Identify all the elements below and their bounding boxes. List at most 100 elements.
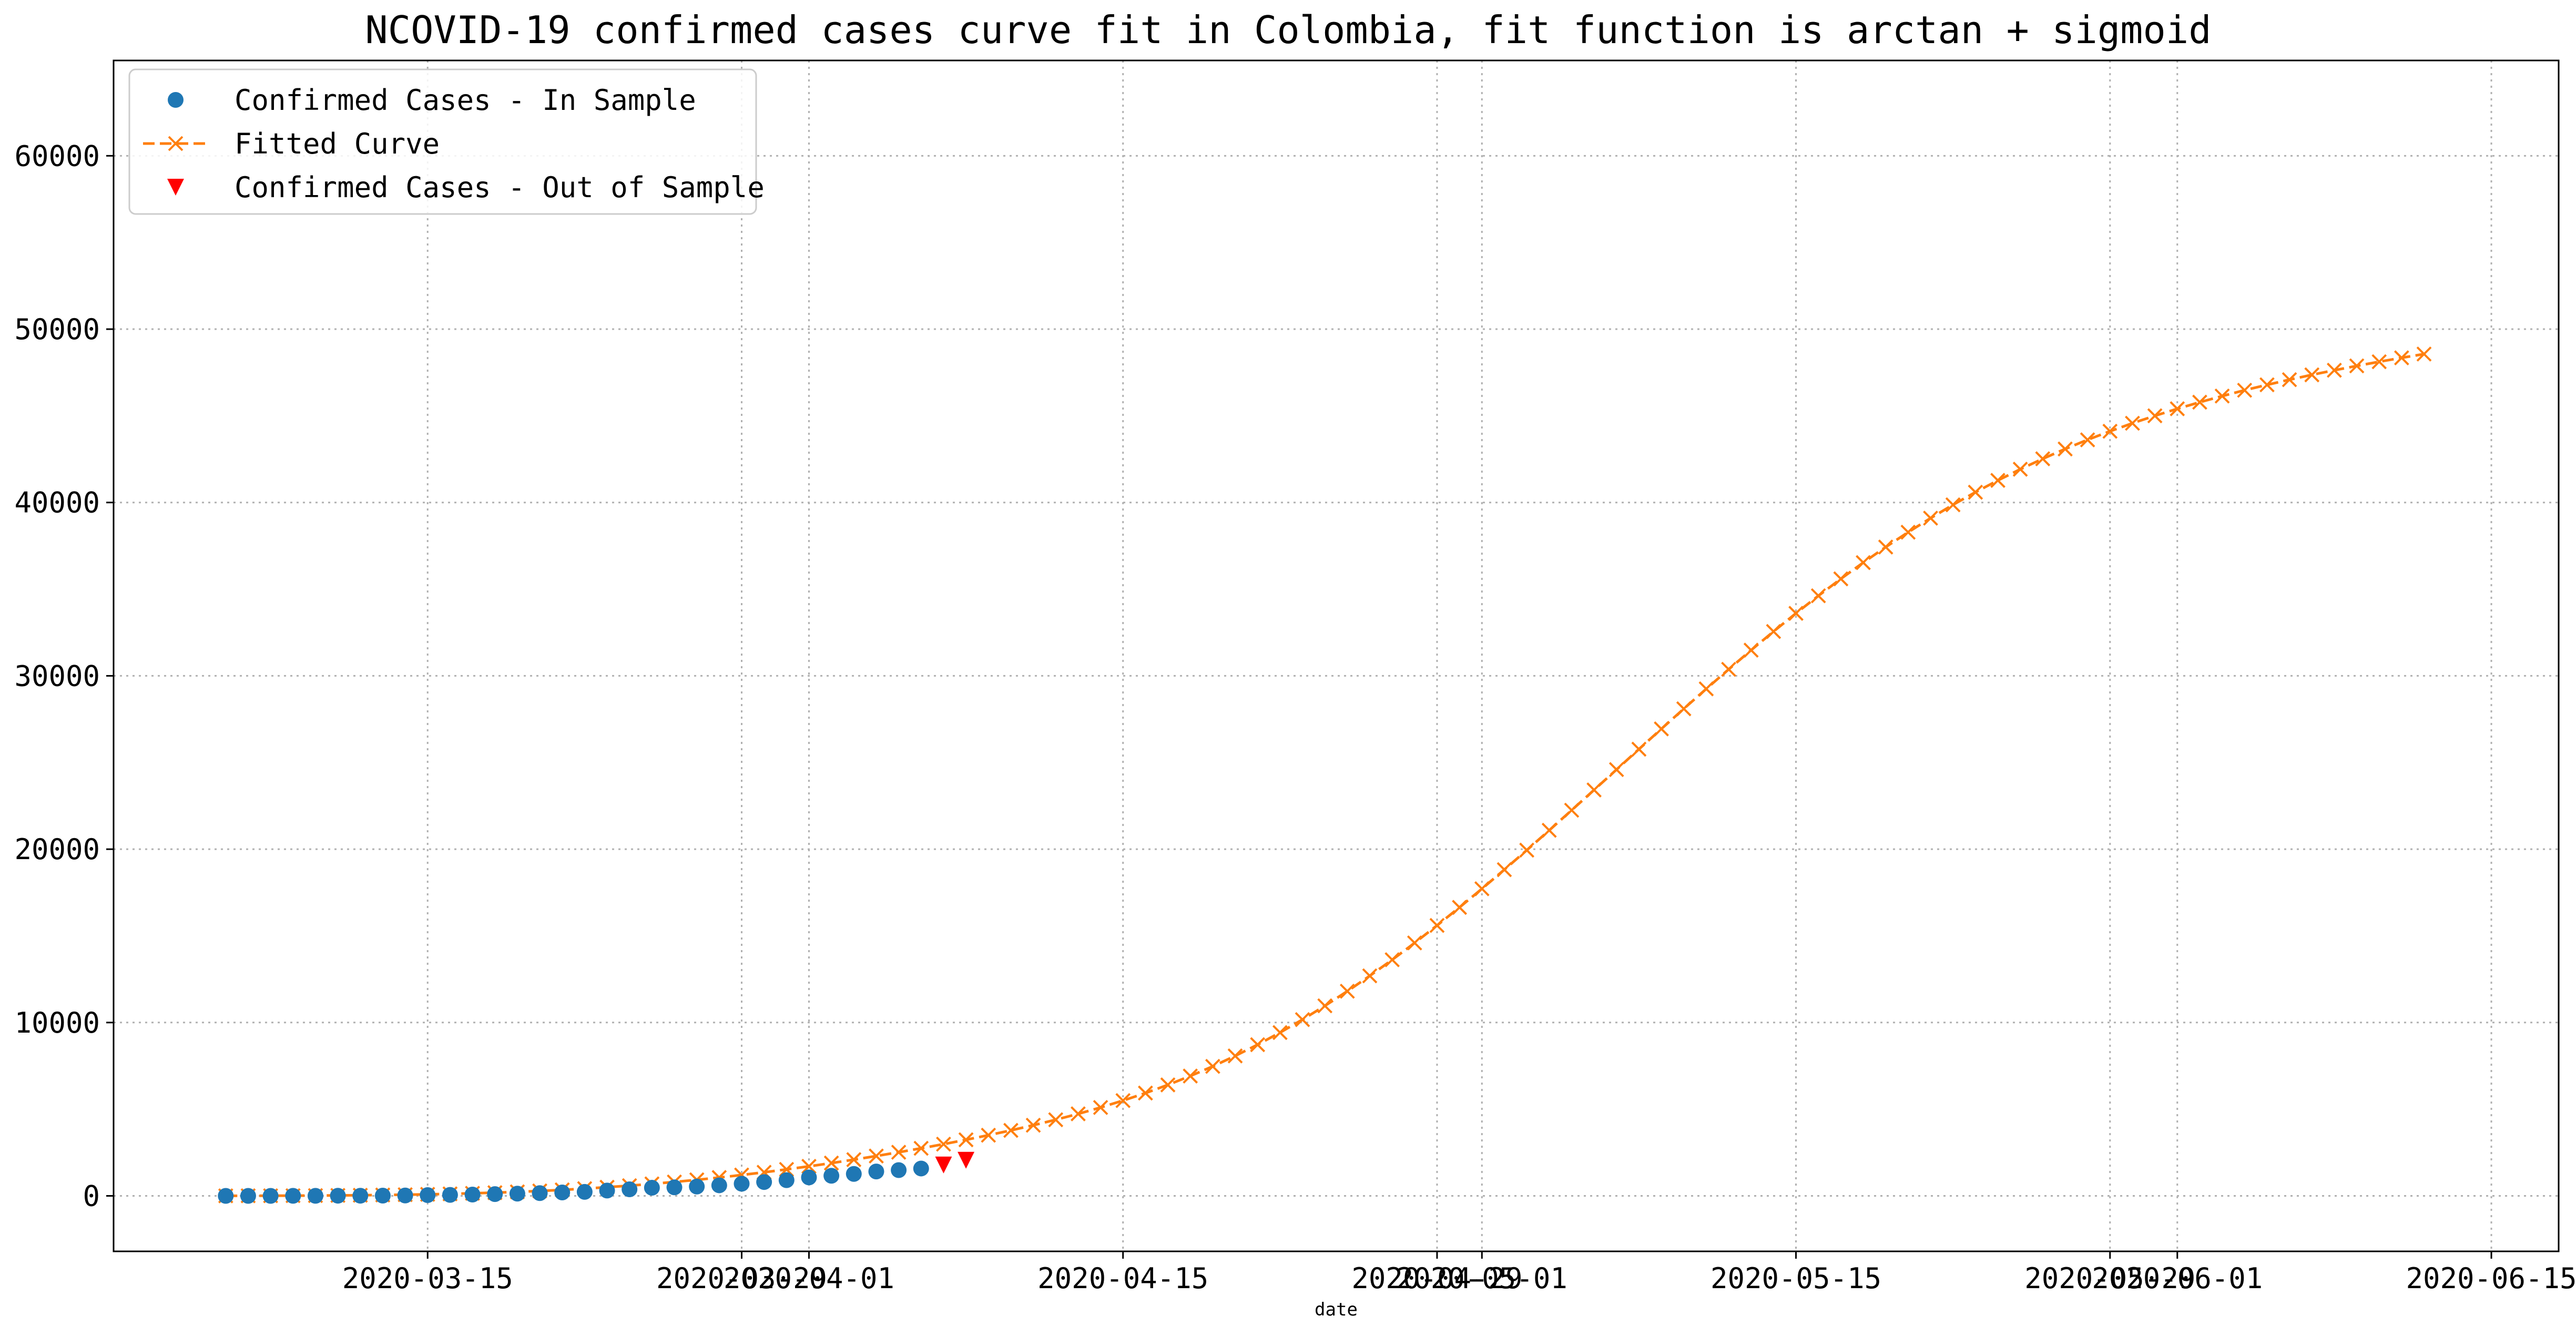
fitted-point xyxy=(1250,1037,1266,1053)
in-sample-point xyxy=(397,1187,413,1204)
legend-box xyxy=(128,68,757,215)
fitted-point xyxy=(1743,642,1759,658)
in-sample-point xyxy=(374,1187,391,1204)
fitted-point xyxy=(1025,1117,1041,1133)
fitted-marker-stroke xyxy=(1608,762,1624,778)
in-sample-point xyxy=(913,1160,929,1177)
fitted-point xyxy=(1788,606,1804,621)
in-sample-point xyxy=(218,1188,234,1204)
fitted-point xyxy=(2259,377,2275,393)
fitted-marker-stroke xyxy=(1003,1123,1019,1138)
fitted-marker-stroke xyxy=(2371,354,2387,370)
fitted-marker-stroke xyxy=(1407,935,1422,951)
grid xyxy=(114,60,2559,1251)
fitted-point xyxy=(823,1155,839,1171)
chart-title: NCOVID-19 confirmed cases curve fit in C… xyxy=(365,8,2211,52)
fitted-marker-stroke xyxy=(1115,1093,1131,1108)
fitted-point xyxy=(1362,968,1378,984)
fitted-point xyxy=(1407,935,1422,951)
fitted-marker-stroke xyxy=(2058,441,2073,457)
y-tick-label: 20000 xyxy=(14,833,100,866)
fitted-marker-stroke xyxy=(1093,1099,1108,1115)
fitted-marker-stroke xyxy=(2349,358,2365,374)
fitted-marker-stroke xyxy=(2012,462,2028,477)
fitted-marker-stroke xyxy=(1631,741,1647,757)
fitted-marker-stroke xyxy=(2080,432,2095,447)
fitted-marker-stroke xyxy=(1070,1106,1086,1121)
y-tick-label: 10000 xyxy=(14,1006,100,1039)
fitted-marker-stroke xyxy=(891,1145,907,1160)
fitted-point xyxy=(1608,762,1624,778)
fitted-point xyxy=(1810,588,1826,604)
in-sample-point xyxy=(801,1169,817,1186)
fitted-point xyxy=(2214,388,2230,404)
fitted-marker-stroke xyxy=(846,1152,862,1167)
fitted-point xyxy=(1474,881,1490,896)
fitted-point xyxy=(1631,741,1647,757)
fitted-marker-stroke xyxy=(1250,1037,1266,1053)
fitted-point xyxy=(1429,917,1445,933)
fitted-marker-stroke xyxy=(1856,555,1871,570)
fitted-marker-stroke xyxy=(1160,1077,1176,1093)
fitted-point xyxy=(913,1140,929,1156)
in-sample-point xyxy=(666,1179,683,1196)
fitted-point xyxy=(2304,367,2320,383)
fitted-point xyxy=(1452,900,1468,915)
legend-label: Confirmed Cases - Out of Sample xyxy=(235,171,765,204)
fitted-point xyxy=(1093,1099,1108,1115)
in-sample-point xyxy=(532,1185,548,1201)
in-sample-point xyxy=(644,1180,660,1196)
fitted-point xyxy=(891,1145,907,1160)
in-sample-point xyxy=(554,1185,571,1201)
in-sample-point xyxy=(442,1187,458,1203)
fitted-point xyxy=(1833,571,1849,587)
fitted-point xyxy=(1339,983,1355,999)
fitted-marker-stroke xyxy=(2304,367,2320,383)
fitted-marker-stroke xyxy=(1272,1025,1288,1041)
fitted-marker-stroke xyxy=(2259,377,2275,393)
fitted-marker-stroke xyxy=(2035,451,2051,466)
fitted-marker-stroke xyxy=(2326,362,2342,378)
fitted-marker-stroke xyxy=(869,1148,884,1164)
fitted-point xyxy=(2394,350,2409,365)
x-tick-label: 2020-04-29 xyxy=(1351,1262,1522,1295)
fitted-marker-stroke xyxy=(1496,862,1512,878)
fitted-marker-stroke xyxy=(1945,497,1961,513)
fitted-point xyxy=(846,1152,862,1167)
fitted-marker-stroke xyxy=(1878,539,1893,555)
legend-label: Confirmed Cases - In Sample xyxy=(235,84,696,117)
fitted-point xyxy=(981,1127,996,1143)
fitted-point xyxy=(2349,358,2365,374)
in-sample-point xyxy=(622,1181,638,1198)
in-sample-point xyxy=(599,1182,615,1199)
fitted-marker-stroke xyxy=(1564,802,1580,818)
legend-handle-fitted-marker xyxy=(168,136,184,151)
fitted-marker-stroke xyxy=(823,1155,839,1171)
fitted-marker-stroke xyxy=(1676,701,1692,717)
fitted-marker-stroke xyxy=(1339,983,1355,999)
fitted-marker-stroke xyxy=(2237,382,2253,398)
fitted-marker-stroke xyxy=(1429,917,1445,933)
in-sample-point xyxy=(576,1184,593,1200)
x-tick-label: 2020-04-01 xyxy=(724,1262,894,1295)
fitted-point xyxy=(1048,1112,1064,1128)
fitted-marker-stroke xyxy=(1654,721,1669,737)
fitted-marker-stroke xyxy=(1519,842,1535,858)
fitted-point xyxy=(1900,524,1916,540)
plot-marks xyxy=(218,346,2432,1204)
fitted-marker-stroke xyxy=(1137,1085,1153,1101)
fitted-point xyxy=(1160,1077,1176,1093)
in-sample-point xyxy=(330,1188,346,1204)
fitted-point xyxy=(1968,484,1983,500)
fitted-point xyxy=(1317,998,1333,1014)
x-tick-label: 2020-06-15 xyxy=(2406,1262,2576,1295)
fitted-point xyxy=(2058,441,2073,457)
fitted-point xyxy=(1923,511,1938,526)
fitted-point xyxy=(958,1132,974,1148)
fitted-marker-stroke xyxy=(2282,372,2297,387)
fitted-marker-stroke xyxy=(2170,401,2185,416)
fitted-point xyxy=(1496,862,1512,878)
x-tick-label: 2020-03-15 xyxy=(342,1262,513,1295)
fitted-point xyxy=(1137,1085,1153,1101)
fitted-marker-stroke xyxy=(2416,346,2432,362)
